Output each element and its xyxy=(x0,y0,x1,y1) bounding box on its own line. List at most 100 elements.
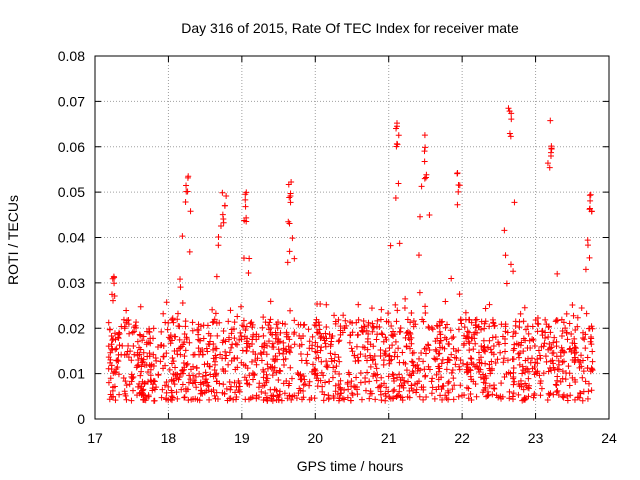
data-point xyxy=(157,358,164,365)
data-point xyxy=(511,341,518,348)
data-point xyxy=(426,366,433,373)
data-point xyxy=(348,383,355,390)
data-point xyxy=(394,374,401,381)
data-point xyxy=(520,367,527,374)
data-point xyxy=(241,333,248,340)
data-point xyxy=(461,340,468,347)
data-point xyxy=(282,355,289,362)
data-point xyxy=(423,350,430,357)
data-point xyxy=(451,382,458,389)
data-point xyxy=(373,377,380,384)
data-point xyxy=(588,387,595,394)
data-point xyxy=(337,323,344,330)
data-point xyxy=(542,353,549,360)
data-point xyxy=(227,386,234,393)
data-point xyxy=(323,324,330,331)
data-point xyxy=(191,377,198,384)
data-point xyxy=(504,357,511,364)
data-point xyxy=(186,248,193,255)
data-point xyxy=(382,334,389,341)
data-point xyxy=(332,320,339,327)
data-point xyxy=(510,268,517,275)
data-point xyxy=(138,363,145,370)
data-point xyxy=(217,351,224,358)
data-point xyxy=(174,395,181,402)
data-point xyxy=(256,380,263,387)
data-point xyxy=(348,345,355,352)
data-point xyxy=(322,340,329,347)
data-point xyxy=(393,123,400,130)
x-tick-label: 20 xyxy=(307,430,323,446)
data-point xyxy=(105,379,112,386)
data-point xyxy=(457,317,464,324)
data-point xyxy=(552,381,559,388)
data-point xyxy=(377,316,384,323)
data-point xyxy=(541,340,548,347)
data-point xyxy=(445,378,452,385)
data-point xyxy=(372,396,379,403)
data-point xyxy=(165,383,172,390)
data-point xyxy=(174,351,181,358)
data-point xyxy=(134,338,141,345)
data-point xyxy=(115,351,122,358)
data-point xyxy=(366,378,373,385)
data-point xyxy=(116,330,123,337)
data-point xyxy=(184,360,191,367)
data-point xyxy=(179,233,186,240)
data-point xyxy=(174,371,181,378)
data-point xyxy=(300,373,307,380)
data-point xyxy=(517,310,524,317)
data-point xyxy=(516,324,523,331)
data-point xyxy=(314,329,321,336)
data-point xyxy=(584,395,591,402)
data-point xyxy=(478,343,485,350)
data-point xyxy=(418,349,425,356)
data-point xyxy=(335,338,342,345)
data-point xyxy=(135,356,142,363)
data-point xyxy=(181,394,188,401)
data-point xyxy=(311,371,318,378)
data-point xyxy=(237,329,244,336)
data-point xyxy=(560,348,567,355)
data-point xyxy=(478,326,485,333)
data-point xyxy=(325,395,332,402)
data-point xyxy=(241,217,248,224)
data-point xyxy=(248,319,255,326)
data-point xyxy=(473,393,480,400)
data-point xyxy=(277,329,284,336)
data-point xyxy=(251,372,258,379)
data-point xyxy=(467,355,474,362)
data-point xyxy=(341,325,348,332)
data-point xyxy=(335,381,342,388)
data-point xyxy=(396,359,403,366)
data-point xyxy=(455,326,462,333)
data-point xyxy=(570,312,577,319)
data-point xyxy=(409,359,416,366)
data-point xyxy=(329,374,336,381)
data-point xyxy=(502,252,509,259)
data-point xyxy=(362,387,369,394)
data-point xyxy=(272,356,279,363)
data-point xyxy=(587,197,594,204)
data-point xyxy=(380,361,387,368)
data-point xyxy=(244,365,251,372)
data-point xyxy=(107,375,114,382)
data-point xyxy=(531,343,538,350)
data-point xyxy=(147,340,154,347)
data-point xyxy=(455,188,462,195)
data-point xyxy=(445,340,452,347)
data-point xyxy=(312,348,319,355)
data-point xyxy=(538,343,545,350)
data-point xyxy=(463,333,470,340)
data-point xyxy=(506,388,513,395)
data-point xyxy=(505,105,512,112)
data-point xyxy=(487,346,494,353)
data-point xyxy=(500,355,507,362)
data-point xyxy=(274,325,281,332)
data-point xyxy=(420,358,427,365)
data-point xyxy=(181,339,188,346)
data-point xyxy=(388,331,395,338)
data-point xyxy=(568,331,575,338)
data-point xyxy=(355,331,362,338)
data-point xyxy=(548,344,555,351)
